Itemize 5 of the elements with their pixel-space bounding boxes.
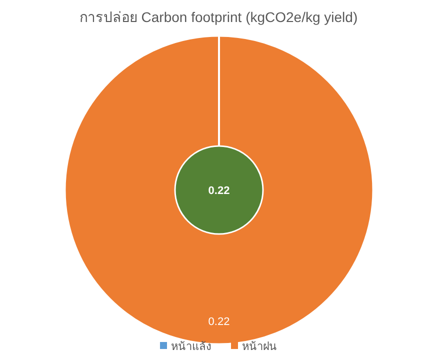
- chart-title: การปล่อย Carbon footprint (kgCO2e/kg yield): [79, 9, 358, 25]
- legend-label: หน้าแล้ง: [171, 341, 211, 353]
- data-label: 0.22: [208, 185, 230, 197]
- data-label: 0.22: [208, 316, 230, 328]
- legend-label: หน้าฝน: [242, 341, 277, 353]
